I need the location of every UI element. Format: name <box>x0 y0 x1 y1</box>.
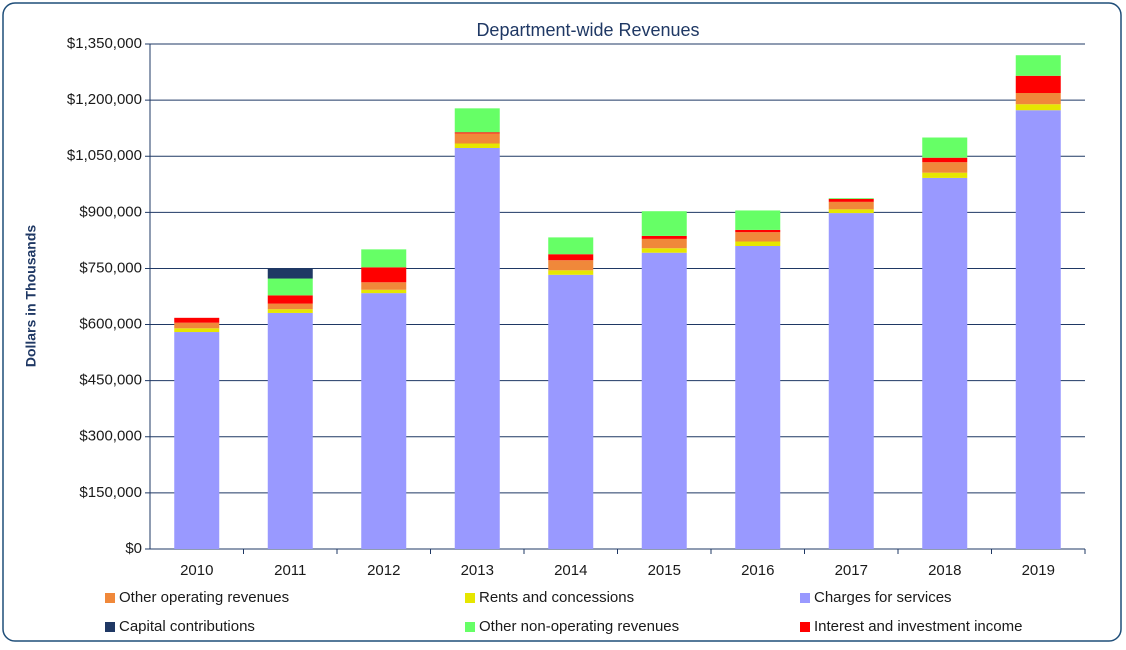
bar-segment <box>641 211 687 236</box>
bar-segment <box>1015 93 1061 105</box>
bar-segment <box>922 157 968 163</box>
bar-segment <box>641 238 687 249</box>
x-tick-label: 2012 <box>367 562 400 579</box>
bar-segment <box>174 317 220 323</box>
bar-segment <box>735 232 781 242</box>
bar-segment <box>735 229 781 233</box>
bar-segment <box>548 260 594 271</box>
bar-segment <box>361 249 407 268</box>
x-tick-label: 2010 <box>180 562 213 579</box>
x-tick-label: 2013 <box>461 562 494 579</box>
bar-segment <box>174 328 220 333</box>
legend-label: Charges for services <box>814 589 952 606</box>
y-tick-label: $600,000 <box>79 316 142 333</box>
bar-segment <box>267 278 313 296</box>
x-tick-label: 2015 <box>648 562 681 579</box>
legend-swatch <box>800 593 810 603</box>
bar-segment <box>922 137 968 158</box>
legend-label: Other operating revenues <box>119 589 289 606</box>
y-tick-label: $900,000 <box>79 203 142 220</box>
bar-segment <box>267 303 313 310</box>
x-tick-label: 2019 <box>1022 562 1055 579</box>
bar-segment <box>548 274 594 549</box>
bar-segment <box>828 198 874 202</box>
bar-segment <box>828 213 874 549</box>
bar-segment <box>267 312 313 549</box>
bar-segment <box>454 143 500 148</box>
bar-segment <box>174 322 220 329</box>
bar-segment <box>1015 110 1061 549</box>
bar-segment <box>454 147 500 549</box>
bar-segment <box>828 209 874 214</box>
y-tick-label: $300,000 <box>79 428 142 445</box>
bar-segment <box>361 293 407 549</box>
bar-segment <box>267 268 313 279</box>
legend-label: Rents and concessions <box>479 589 634 606</box>
bar-segment <box>641 235 687 239</box>
bar-segment <box>828 198 874 199</box>
bar-segment <box>548 254 594 261</box>
x-tick-label: 2016 <box>741 562 774 579</box>
legend-label: Capital contributions <box>119 618 255 635</box>
legend-swatch <box>465 622 475 632</box>
legend-swatch <box>465 593 475 603</box>
bar-segment <box>641 252 687 549</box>
bar-segment <box>1015 75 1061 94</box>
bar-segment <box>548 270 594 275</box>
chart-title: Department-wide Revenues <box>476 20 699 40</box>
bar-segment <box>735 246 781 549</box>
bar-segment <box>361 267 407 283</box>
bar-segment <box>548 237 594 255</box>
bar-segment <box>454 133 500 144</box>
y-tick-label: $1,200,000 <box>67 91 142 108</box>
x-tick-label: 2018 <box>928 562 961 579</box>
bar-segment <box>454 108 500 133</box>
x-tick-label: 2014 <box>554 562 587 579</box>
bar-segment <box>922 172 968 178</box>
bar-segment <box>828 201 874 210</box>
bar-segment <box>1015 104 1061 111</box>
frame <box>2 2 1122 642</box>
legend-label: Interest and investment income <box>814 618 1022 635</box>
legend-swatch <box>105 622 115 632</box>
bar-segment <box>361 289 407 294</box>
x-tick-label: 2011 <box>274 562 306 579</box>
x-tick-label: 2017 <box>835 562 868 579</box>
y-tick-label: $450,000 <box>79 372 142 389</box>
y-tick-label: $150,000 <box>79 484 142 501</box>
legend-label: Other non-operating revenues <box>479 618 679 635</box>
bar-segment <box>267 295 313 304</box>
y-tick-label: $1,050,000 <box>67 147 142 164</box>
y-tick-label: $0 <box>125 540 142 557</box>
bar-segment <box>361 282 407 290</box>
bar-segment <box>922 162 968 173</box>
bar-segment <box>267 309 313 313</box>
bar-segment <box>735 241 781 246</box>
bar-segment <box>641 248 687 253</box>
bar-segment <box>1015 55 1061 76</box>
bar-segment <box>735 210 781 230</box>
bar-segment <box>454 132 500 134</box>
bar-segment <box>922 177 968 549</box>
legend-swatch <box>800 622 810 632</box>
legend-swatch <box>105 593 115 603</box>
y-tick-label: $750,000 <box>79 259 142 276</box>
y-tick-label: $1,350,000 <box>67 35 142 52</box>
y-axis-label: Dollars in Thousands <box>23 225 39 368</box>
bar-segment <box>174 332 220 549</box>
